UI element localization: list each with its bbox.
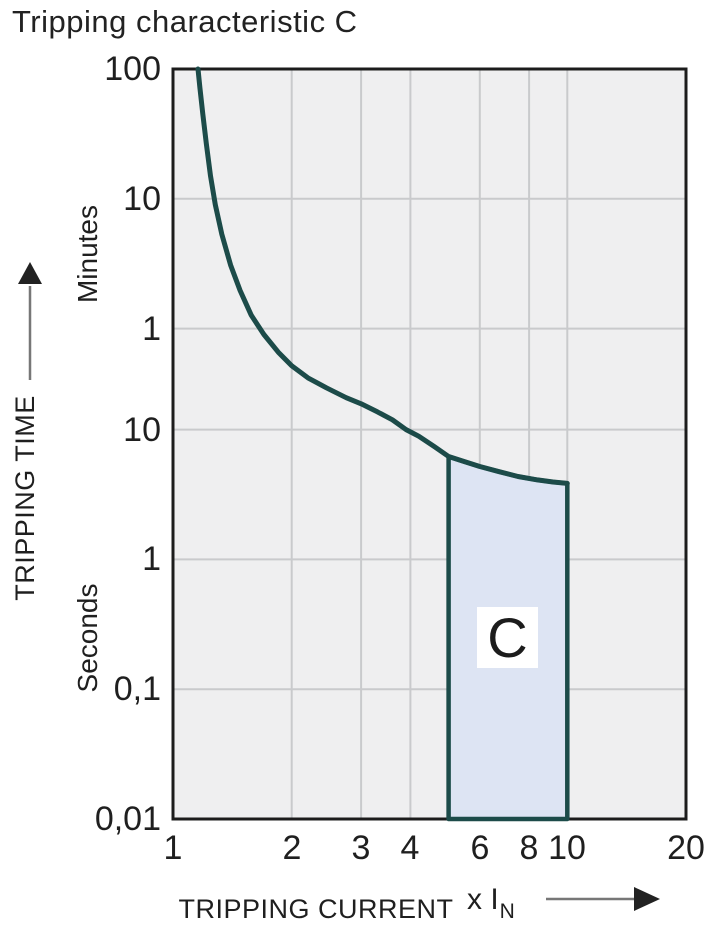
y-unit-minutes-label: Minutes — [72, 204, 103, 304]
x-tick-label: 10 — [548, 829, 586, 867]
x-axis-title: TRIPPING CURRENT — [178, 894, 454, 924]
x-unit-subscript: N — [499, 900, 515, 923]
y-tick-label: 1 — [142, 540, 161, 578]
y-tick-label: 1 — [142, 310, 161, 348]
x-unit-text: x I — [467, 883, 499, 916]
x-tick-label: 20 — [667, 829, 705, 867]
x-tick-label: 1 — [163, 829, 183, 867]
region-label: C — [477, 607, 538, 668]
x-tick-label: 8 — [519, 829, 539, 867]
x-tick-label: 2 — [282, 829, 302, 867]
up-arrow-icon — [18, 262, 42, 380]
y-unit-seconds-label: Seconds — [72, 583, 103, 693]
y-tick-label: 10 — [123, 180, 161, 218]
x-tick-label: 4 — [400, 829, 420, 867]
y-tick-label: 0,1 — [113, 670, 161, 708]
right-arrow-icon — [546, 887, 660, 911]
page-title: Tripping characteristic C — [12, 4, 358, 39]
y-axis-title: TRIPPING TIME — [10, 395, 40, 601]
x-tick-label: 3 — [351, 829, 371, 867]
y-tick-label: 0,01 — [94, 800, 161, 838]
x-tick-label: 6 — [470, 829, 490, 867]
trip-curve — [195, 66, 570, 486]
y-tick-label: 100 — [104, 50, 161, 88]
y-tick-label: 10 — [123, 411, 161, 449]
plot-border — [171, 67, 688, 821]
x-axis-unit: x IN — [467, 882, 515, 928]
